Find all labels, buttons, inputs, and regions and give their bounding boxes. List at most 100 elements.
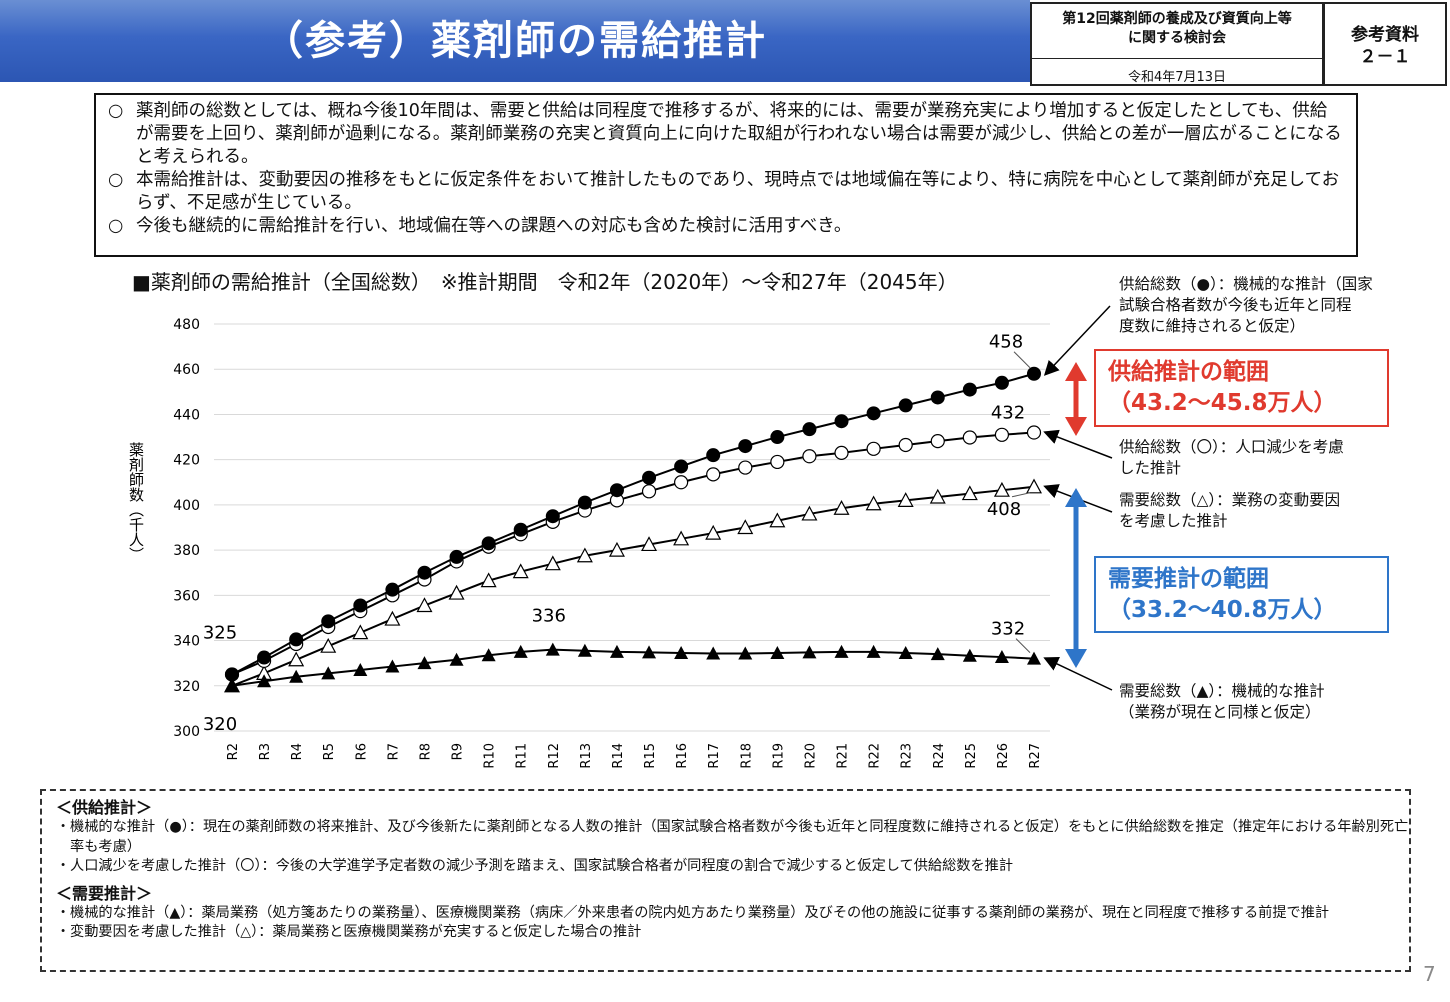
- y-tick-label: 400: [173, 498, 200, 514]
- x-tick-label: R3: [258, 743, 273, 760]
- x-tick-label: R7: [386, 743, 401, 760]
- reference-label-box: 参考資料 ２－１: [1323, 2, 1447, 86]
- bullet-circle-icon: ○: [108, 101, 124, 121]
- data-point: [321, 666, 336, 680]
- list-item: ・機械的な推計（●）：現在の薬剤師数の将来推計、及び今後新たに薬剤師となる人数の…: [56, 818, 1409, 857]
- demand-range-value: （33.2～40.8万人）: [1108, 597, 1337, 623]
- data-point: [257, 674, 272, 688]
- summary-text: 今後も継続的に需給推計を行い、地域偏在等への課題への対応も含めた検討に活用すべき…: [136, 216, 852, 236]
- data-point: [770, 454, 785, 470]
- summary-text: 本需給推計は、変動要因の推移をもとに仮定条件をおいて推計したものであり、現時点で…: [136, 170, 1340, 213]
- data-point: [834, 445, 849, 460]
- data-point: [962, 430, 977, 445]
- note-line: 度数に維持されると仮定）: [1119, 317, 1306, 335]
- x-tick-label: R22: [868, 743, 883, 769]
- header-bar: [0, 0, 1030, 82]
- data-point: [994, 427, 1010, 442]
- x-tick-label: R21: [836, 743, 851, 769]
- data-point: [288, 651, 305, 667]
- data-point: [449, 652, 464, 666]
- series-line: [231, 431, 1035, 676]
- data-point: [384, 610, 401, 626]
- data-point: [674, 459, 689, 474]
- data-label: 458: [989, 332, 1023, 353]
- y-tick-label: 300: [173, 724, 200, 740]
- reference-number: ２－１: [1359, 47, 1411, 67]
- y-axis-label: 薬剤師数（千人）: [127, 442, 145, 562]
- leader-line: [1013, 351, 1031, 369]
- note-text: 機械的な推計（▲）：薬局業務（処方箋あたりの業務量）、医療機関業務（病床／外来患…: [70, 904, 1330, 921]
- data-point: [545, 509, 560, 524]
- note-line: 試験合格者数が今後も近年と同程: [1119, 296, 1352, 314]
- summary-item: ○ 今後も継続的に需給推計を行い、地域偏在等への課題への対応も含めた検討に活用す…: [108, 215, 1344, 238]
- page-number: 7: [1423, 962, 1436, 986]
- summary-box: ○ 薬剤師の総数としては、概ね今後10年間は、需要と供給は同程度で推移するが、将…: [94, 93, 1358, 257]
- data-point: [674, 645, 689, 659]
- y-tick-label: 340: [173, 634, 200, 650]
- data-point: [321, 614, 336, 629]
- y-axis: 300 320 340 360 380 400 420 440 460 480: [173, 317, 200, 740]
- data-point: [706, 467, 721, 482]
- supply-range-arrow-head: [1065, 362, 1087, 381]
- annotation-arrow: [1043, 657, 1113, 691]
- note-line: 供給総数（〇）：人口減少を考慮: [1119, 438, 1344, 456]
- data-point: [448, 584, 465, 600]
- note-text: 人口減少を考慮した推計（〇）：今後の大学進学予定者数の減少予測を踏まえ、国家試験…: [70, 858, 1014, 874]
- series-line: [231, 648, 1035, 687]
- data-point: [416, 597, 433, 613]
- data-point: [929, 488, 946, 504]
- data-point: [866, 406, 881, 421]
- x-tick-label: R15: [643, 743, 658, 769]
- data-point: [512, 563, 529, 579]
- demand-range-arrow-head: [1065, 488, 1087, 507]
- data-point: [641, 484, 657, 499]
- y-tick-label: 320: [173, 679, 200, 695]
- summary-text: 薬剤師の総数としては、概ね今後10年間は、需要と供給は同程度で推移するが、将来的…: [136, 101, 1342, 167]
- data-point: [898, 437, 913, 453]
- bullet-circle-icon: ○: [108, 216, 124, 236]
- data-point: [609, 483, 624, 498]
- data-point: [417, 656, 432, 670]
- data-point: [930, 434, 945, 449]
- data-point: [673, 530, 690, 546]
- y-tick-label: 420: [173, 453, 200, 469]
- demand-mech-note: 需要総数（▲）：機械的な推計 （業務が現在と同様と仮定）: [1119, 681, 1325, 723]
- annotation-arrows: [1043, 305, 1113, 691]
- x-tick-label: R14: [611, 743, 626, 769]
- x-tick-label: R27: [1028, 743, 1043, 769]
- meeting-name: 第12回薬剤師の養成及び資質向上等 に関する検討会: [1032, 10, 1322, 48]
- x-tick-label: R13: [579, 743, 594, 769]
- data-point: [898, 398, 913, 413]
- demand-range-arrow-head: [1065, 649, 1087, 668]
- x-axis: R2 R3 R4 R5 R6 R7 R8 R9 R10 R11 R12 R13 R14 R15 R16 R17…: [226, 743, 1043, 769]
- data-point: [801, 505, 818, 521]
- data-point: [289, 669, 304, 683]
- data-point: [481, 536, 496, 551]
- data-label: 325: [203, 622, 237, 643]
- data-point: [608, 541, 625, 557]
- data-point: [576, 547, 593, 563]
- note-text: 機械的な推計（●）：現在の薬剤師数の将来推計、及び今後新たに薬剤師となる人数の推…: [70, 819, 1409, 855]
- data-point: [1025, 478, 1043, 494]
- data-point: [802, 449, 817, 464]
- data-point: [994, 650, 1009, 664]
- supply-range-value: （43.2～45.8万人）: [1108, 390, 1337, 416]
- meeting-name-line1: 第12回薬剤師の養成及び資質向上等: [1062, 11, 1292, 27]
- chart-grid: [214, 323, 1050, 732]
- data-point: [866, 644, 881, 658]
- data-point: [577, 643, 592, 657]
- y-tick-label: 480: [173, 317, 200, 333]
- data-point: [641, 536, 658, 552]
- x-tick-label: R2: [226, 743, 241, 760]
- note-line: 供給総数（●）：機械的な推計（国家: [1119, 275, 1373, 293]
- meeting-info-box: 第12回薬剤師の養成及び資質向上等 に関する検討会 令和4年7月13日: [1030, 2, 1324, 86]
- data-point: [802, 645, 817, 659]
- x-tick-label: R11: [515, 743, 530, 769]
- data-point: [834, 414, 849, 429]
- supply-mech-note: 供給総数（●）：機械的な推計（国家 試験合格者数が今後も近年と同程 度数に維持さ…: [1119, 274, 1373, 337]
- data-point: [737, 519, 754, 535]
- y-tick-label: 380: [173, 543, 200, 559]
- data-point: [353, 662, 368, 676]
- note-line: を考慮した推計: [1119, 512, 1228, 530]
- note-text: 変動要因を考慮した推計（△）：薬局業務と医療機関業務が充実すると仮定した場合の推…: [70, 924, 642, 940]
